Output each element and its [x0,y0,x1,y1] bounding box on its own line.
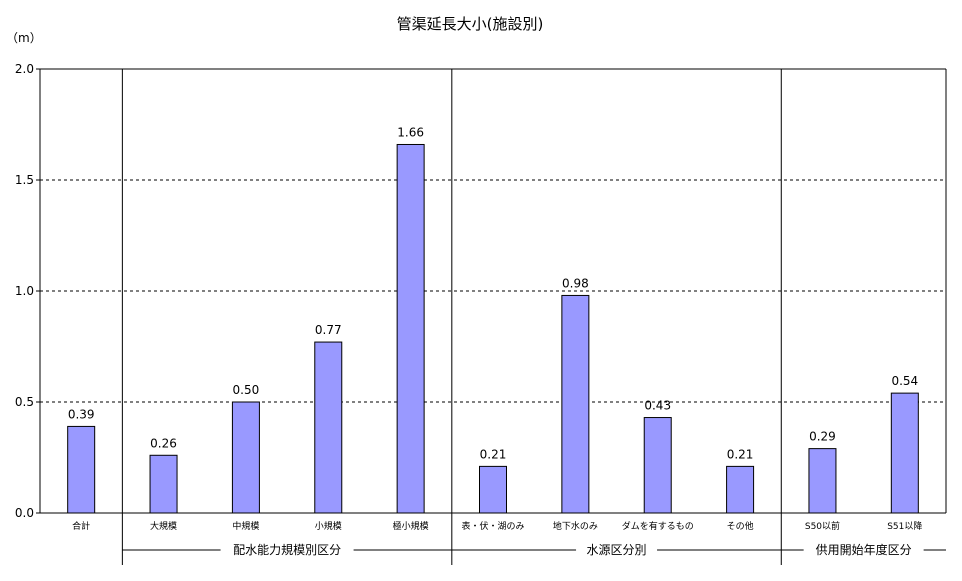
bar-3 [231,401,260,514]
x-tick-label: 中規模 [232,520,259,532]
bars [67,143,919,514]
y-axis-unit-label: （m） [6,31,42,45]
bar-7 [561,294,590,514]
group-label: 配水能力規模別区分 [233,542,341,557]
y-tick-label: 0.0 [15,506,34,520]
data-label: 0.77 [315,323,342,337]
bar-8 [643,417,672,514]
bar-2 [149,454,178,514]
x-tick-label: S51以降 [887,520,922,532]
data-label: 0.50 [233,383,260,397]
x-tick-label: 合計 [72,520,90,532]
bar-5 [396,143,425,514]
bar-1 [67,425,96,514]
group-label: 水源区分別 [587,543,647,557]
bar-11 [890,392,919,514]
y-tick-label: 2.0 [15,62,34,76]
data-label: 0.21 [480,447,507,461]
x-tick-label: 小規模 [315,521,342,532]
data-label: 0.26 [150,436,177,450]
x-tick-label: 極小規模 [393,520,429,532]
x-tick-label: 地下水のみ [553,520,598,532]
axes [36,68,947,565]
group-label: 供用開始年度区分 [816,542,912,557]
labels: 0.0 0.5 1.0 1.5 2.0 0.39 合計 0.26 大規模 0.50 中規模 0.77 小… [15,62,922,557]
data-label: 0.39 [68,407,95,421]
gridlines [40,179,946,403]
chart-title: 管渠延長大小(施設別) [397,15,544,33]
data-label: 1.66 [397,125,424,139]
x-tick-label: 表・伏・湖のみ [461,520,524,532]
bar-10 [808,448,837,514]
data-label: 0.43 [644,399,671,413]
data-label: 0.21 [727,447,754,461]
x-tick-label: その他 [727,520,754,532]
data-label: 0.29 [809,430,836,444]
y-tick-label: 0.5 [15,395,34,409]
data-label: 0.98 [562,276,589,290]
x-tick-label: ダムを有するもの [622,520,694,532]
y-tick-label: 1.5 [15,173,34,187]
bar-6 [479,465,507,514]
y-tick-label: 1.0 [15,284,34,298]
data-label: 0.54 [891,374,918,388]
x-tick-label: S50以前 [805,520,840,532]
bar-9 [726,465,755,514]
x-tick-label: 大規模 [150,520,177,532]
bar-4 [314,341,343,514]
